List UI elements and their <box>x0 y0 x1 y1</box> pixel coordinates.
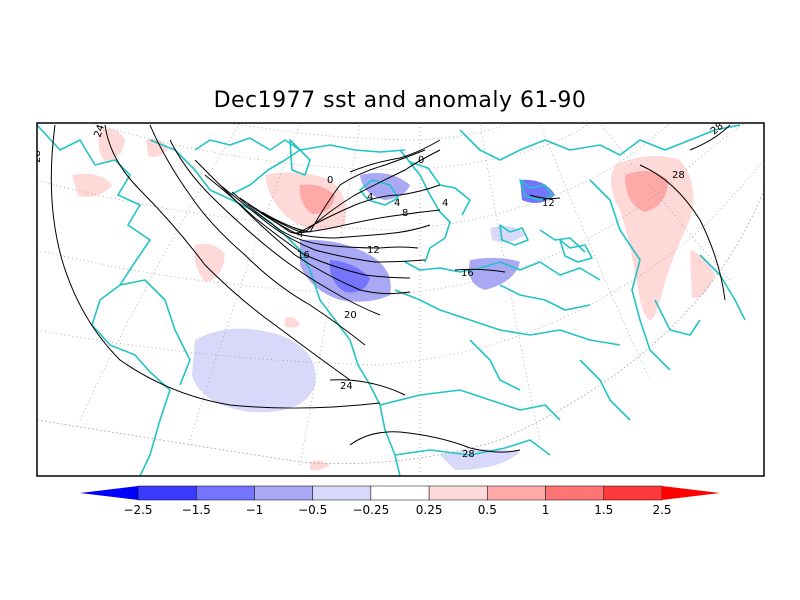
contour-label: 4 <box>367 192 373 203</box>
map-frame <box>36 122 765 477</box>
contour-label: 24 <box>340 381 353 392</box>
colorbar-tick-label: 1 <box>542 503 550 517</box>
sst-contours <box>50 124 731 453</box>
colorbar-segment <box>195 485 255 501</box>
colorbar-tick-label: 1.5 <box>594 503 613 517</box>
contour-label: 4 <box>297 229 303 240</box>
colorbar-segment <box>487 485 546 501</box>
contour-label: 4 <box>442 198 448 209</box>
coastlines <box>37 124 746 476</box>
contour-label: 8 <box>402 208 408 219</box>
contour-label: 4 <box>394 198 400 209</box>
colorbar-tick-label: −1 <box>246 503 264 517</box>
colorbar-tick-label: 2.5 <box>652 503 671 517</box>
contour-label: 12 <box>542 198 555 209</box>
colorbar-segment <box>254 485 313 501</box>
colorbar-segment <box>603 485 663 501</box>
contour-label: 12 <box>367 245 380 256</box>
map-title: Dec1977 sst and anomaly 61-90 <box>213 88 587 113</box>
colorbar-tick-label: −2.5 <box>123 503 152 517</box>
colorbar-tick-label: −1.5 <box>182 503 211 517</box>
contour-label: 28 <box>462 449 475 460</box>
contour-label: 20 <box>344 310 357 321</box>
contour-label: 16 <box>297 250 310 261</box>
contour-label: 28 <box>32 150 43 163</box>
colorbar-arrow-high <box>662 486 720 500</box>
colorbar-tick-label: 0.25 <box>416 503 443 517</box>
contour-label: 24 <box>92 123 107 139</box>
colorbar-segment <box>428 485 488 501</box>
colorbar-arrow-low <box>80 486 138 500</box>
contour-label: 0 <box>418 155 424 166</box>
colorbar: −2.5 −1.5 −1 −0.5 −0.25 0.25 0.5 1 1.5 2.5 <box>80 485 720 517</box>
colorbar-tick-label: −0.25 <box>352 503 389 517</box>
colorbar-tick-label: −0.5 <box>298 503 327 517</box>
colorbar-tick-label: 0.5 <box>478 503 497 517</box>
colorbar-segment <box>545 485 605 501</box>
contour-label: 0 <box>327 175 333 186</box>
colorbar-segment <box>370 485 430 501</box>
colorbar-segment <box>312 485 372 501</box>
colorbar-segment <box>137 485 197 501</box>
contour-label: 28 <box>672 170 685 181</box>
anomaly-shading <box>72 128 715 471</box>
contour-label: 16 <box>461 268 474 279</box>
